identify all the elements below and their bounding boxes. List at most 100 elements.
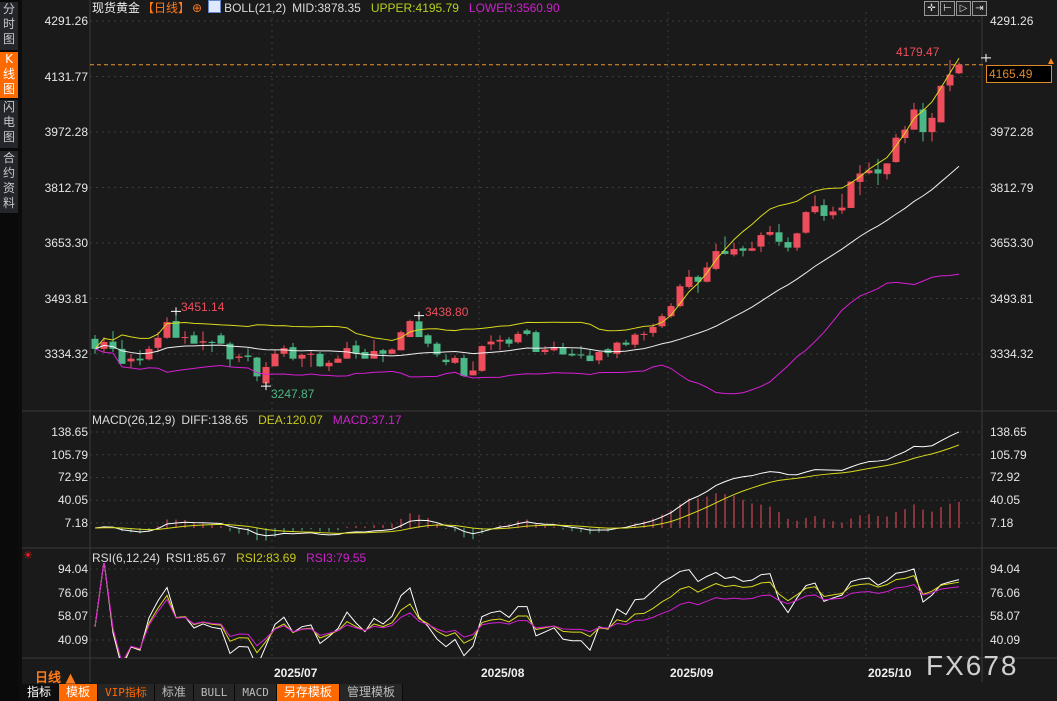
candle-body (595, 352, 603, 361)
candle-body (343, 348, 351, 359)
candle (496, 335, 504, 351)
price-axis-tick-left: 3972.28 (44, 125, 88, 139)
candle-body (334, 358, 342, 363)
boll-mid-line (94, 165, 960, 357)
candle (793, 232, 801, 251)
candle (280, 345, 288, 357)
candle (487, 335, 495, 351)
macd-axis-tick-right: 138.65 (990, 425, 1027, 439)
candle (163, 317, 171, 339)
sidebar-tabs: 分 时 图 K 线 图 闪 电 图 合 约 资 料 (0, 0, 18, 701)
template-button[interactable]: 模板 (59, 684, 99, 701)
candle (622, 339, 630, 347)
boll-chart-icon[interactable] (208, 0, 222, 13)
tab-kline-chart[interactable]: K 线 图 (0, 52, 18, 98)
manage-template-button[interactable]: 管理模板 (339, 684, 403, 701)
candle (271, 350, 279, 367)
candle (514, 331, 522, 344)
candle-body (307, 353, 315, 355)
macd-axis-tick-right: 7.18 (990, 516, 1014, 530)
candle (235, 353, 243, 363)
candle-body (757, 235, 765, 247)
candle (640, 331, 648, 341)
high-price-label-2: 3438.80 (425, 305, 469, 319)
crosshair-icon[interactable]: ⊕ (192, 1, 203, 15)
candle (955, 62, 963, 74)
rsi2-value: RSI2:83.69 (236, 551, 297, 565)
save-template-button[interactable]: 另存模板 (276, 684, 340, 701)
candle-body (784, 242, 792, 248)
crosshair-tool-icon[interactable]: ✛ (924, 1, 939, 16)
candle-body (271, 353, 279, 367)
candle (442, 354, 450, 366)
candle (694, 275, 702, 293)
period-label: 【日线】 (142, 1, 191, 15)
candle (919, 102, 927, 142)
macd-dea-line (94, 444, 960, 534)
jump-latest-icon[interactable]: ⇥ (972, 1, 987, 16)
candle-body (721, 251, 729, 254)
candle (316, 352, 324, 367)
period-selector[interactable]: 日线 ▲ (35, 671, 76, 686)
candle-body (181, 337, 189, 339)
candle (838, 193, 846, 214)
boll-lower: LOWER:3560.90 (468, 1, 560, 15)
candle-body (163, 322, 171, 338)
macd-value: MACD:37.17 (332, 413, 402, 427)
price-axis-tick-right: 3493.81 (990, 291, 1034, 306)
candle-body (532, 332, 540, 353)
candle-body (811, 206, 819, 213)
candle-body (478, 346, 486, 371)
candle (361, 348, 369, 359)
move-right-icon[interactable]: ▷ (956, 1, 971, 16)
tab-time-chart[interactable]: 分 时 图 (0, 2, 18, 50)
candle (586, 350, 594, 362)
zoom-range-icon[interactable]: ⊢ (940, 1, 955, 16)
candle-body (937, 85, 945, 123)
candle-body (379, 350, 387, 354)
candle (406, 319, 414, 338)
candle-body (631, 334, 639, 345)
candle-body (568, 353, 576, 356)
candle (685, 269, 693, 289)
candle-body (676, 286, 684, 307)
tab-contract-info[interactable]: 合 约 资 料 (0, 151, 18, 213)
candle-body (649, 326, 657, 333)
extreme-marker (261, 382, 271, 391)
macd-axis-tick-left: 7.18 (64, 516, 88, 530)
candle-body (640, 333, 648, 335)
candle (172, 313, 180, 338)
candle-body (883, 163, 891, 175)
candle (127, 353, 135, 369)
current-price-tag: 4165.49 (986, 65, 1052, 83)
candle-body (766, 231, 774, 235)
standard-button[interactable]: 标准 (154, 684, 194, 701)
candle (847, 181, 855, 208)
candle (766, 226, 774, 237)
boll-upper-line (94, 58, 960, 350)
candle-body (397, 332, 405, 351)
candle-body (577, 354, 585, 356)
boll-button[interactable]: BULL (193, 684, 236, 701)
extreme-marker (981, 53, 991, 62)
candle (307, 351, 315, 367)
candle (451, 355, 459, 364)
vip-indicator-button[interactable]: VIP指标 (98, 684, 155, 701)
candle-body (145, 348, 153, 360)
indicator-settings-icon[interactable]: ☀ (23, 550, 33, 562)
candle-body (865, 170, 873, 174)
candle-body (847, 181, 855, 208)
candle (118, 339, 126, 364)
candle (802, 211, 810, 234)
candle-body (946, 74, 954, 86)
macd-button[interactable]: MACD (235, 684, 277, 701)
price-axis-tick-left: 4291.26 (44, 14, 88, 28)
candle-body (424, 335, 432, 344)
candle (757, 232, 765, 253)
tab-flash-chart[interactable]: 闪 电 图 (0, 100, 18, 148)
candle-body (775, 232, 783, 242)
candle (424, 333, 432, 348)
candle-body (496, 339, 504, 342)
indicator-button[interactable]: 指标 (20, 684, 60, 701)
